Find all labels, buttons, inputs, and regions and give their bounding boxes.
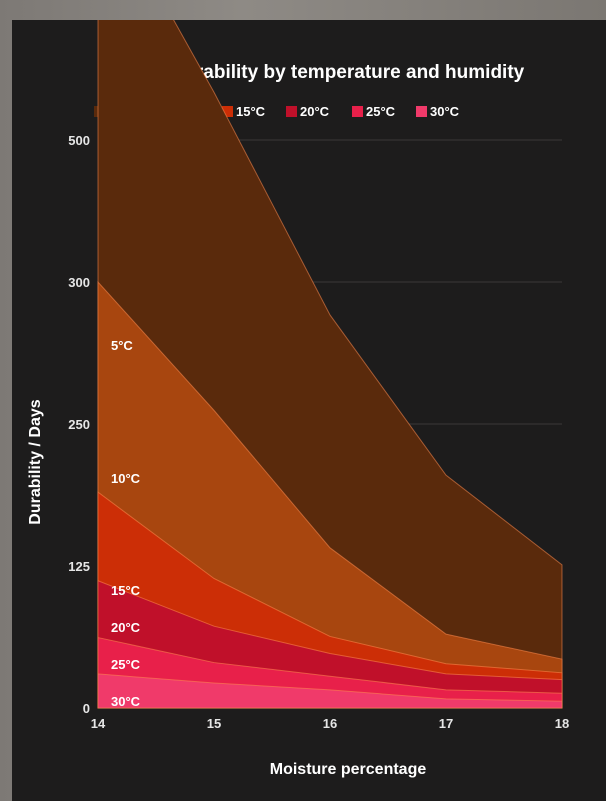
- chart-panel: Grain durability by temperature and humi…: [12, 20, 606, 801]
- legend-label: 25°C: [366, 104, 396, 119]
- area-series: [97, 20, 563, 709]
- x-axis-ticks: 14 15 16 17 18: [91, 716, 569, 731]
- x-tick-label: 16: [323, 716, 337, 731]
- legend-label: 30°C: [430, 104, 460, 119]
- x-tick-label: 15: [207, 716, 221, 731]
- area-30c: [97, 673, 563, 709]
- x-tick-label: 14: [91, 716, 106, 731]
- band-label: 30°C: [111, 694, 141, 709]
- band-labels: 5°C 10°C 15°C 20°C 25°C 30°C: [111, 338, 141, 709]
- y-tick-label: 500: [68, 133, 90, 148]
- x-axis-title: Moisture percentage: [270, 761, 427, 778]
- y-tick-label: 0: [83, 701, 90, 716]
- band-label: 15°C: [111, 583, 141, 598]
- y-tick-label: 250: [68, 417, 90, 432]
- legend-swatch: [286, 106, 297, 117]
- y-axis-title: Durability / Days: [27, 399, 44, 524]
- y-axis-ticks: 0 125 250 300 500: [68, 133, 90, 716]
- band-label: 20°C: [111, 620, 141, 635]
- legend-swatch: [416, 106, 427, 117]
- y-tick-label: 300: [68, 275, 90, 290]
- legend-swatch: [222, 106, 233, 117]
- band-label: 25°C: [111, 657, 141, 672]
- x-tick-label: 17: [439, 716, 453, 731]
- y-tick-label: 125: [68, 559, 90, 574]
- chart-svg: Grain durability by temperature and humi…: [27, 20, 569, 778]
- band-label: 5°C: [111, 338, 133, 353]
- legend-swatch: [352, 106, 363, 117]
- legend-label: 20°C: [300, 104, 330, 119]
- legend-label: 15°C: [236, 104, 266, 119]
- x-tick-label: 18: [555, 716, 569, 731]
- band-label: 10°C: [111, 471, 141, 486]
- chart-title: Grain durability by temperature and humi…: [118, 62, 525, 83]
